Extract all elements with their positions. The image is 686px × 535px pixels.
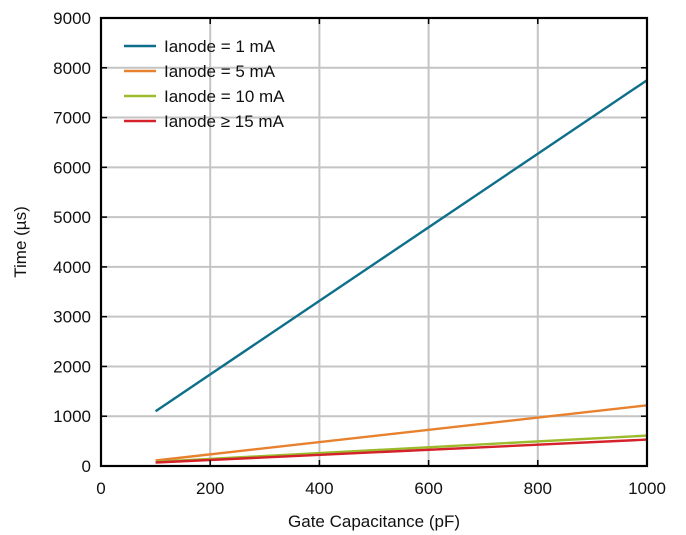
series-line-2 <box>155 404 648 462</box>
x-tick-label: 400 <box>305 479 333 498</box>
legend: Ianode = 1 mA Ianode = 5 mA Ianode = 10 mA… <box>124 37 285 131</box>
y-tick-label: 7000 <box>53 109 91 128</box>
x-tick-label: 800 <box>524 479 552 498</box>
x-axis-tick-labels: 0 200 400 600 800 1000 <box>96 479 666 498</box>
x-tick-label: 0 <box>96 479 105 498</box>
series-line-4 <box>155 438 648 464</box>
legend-label-3: Ianode = 10 mA <box>164 87 285 106</box>
legend-label-1: Ianode = 1 mA <box>164 37 276 56</box>
y-tick-label: 9000 <box>53 9 91 28</box>
y-tick-label: 4000 <box>53 258 91 277</box>
series-lines <box>154 79 648 464</box>
x-axis-title: Gate Capacitance (pF) <box>288 512 460 531</box>
y-tick-label: 0 <box>82 457 91 476</box>
x-tick-label: 200 <box>196 479 224 498</box>
series-line-1 <box>154 79 648 413</box>
y-tick-label: 2000 <box>53 357 91 376</box>
axis-ticks <box>100 17 648 467</box>
legend-label-2: Ianode = 5 mA <box>164 62 276 81</box>
y-tick-label: 6000 <box>53 158 91 177</box>
y-axis-title: Time (µs) <box>11 206 30 278</box>
y-axis-tick-labels: 0 1000 2000 3000 4000 5000 6000 7000 8000 9000 <box>53 9 91 476</box>
grid-lines <box>101 18 647 466</box>
y-tick-label: 8000 <box>53 59 91 78</box>
series-line-3 <box>155 434 648 463</box>
y-tick-label: 1000 <box>53 407 91 426</box>
plot-area-frame <box>99 16 649 468</box>
y-tick-label: 3000 <box>53 308 91 327</box>
x-tick-label: 600 <box>414 479 442 498</box>
y-tick-label: 5000 <box>53 208 91 227</box>
x-tick-label: 1000 <box>628 479 666 498</box>
legend-label-4: Ianode ≥ 15 mA <box>164 112 285 131</box>
